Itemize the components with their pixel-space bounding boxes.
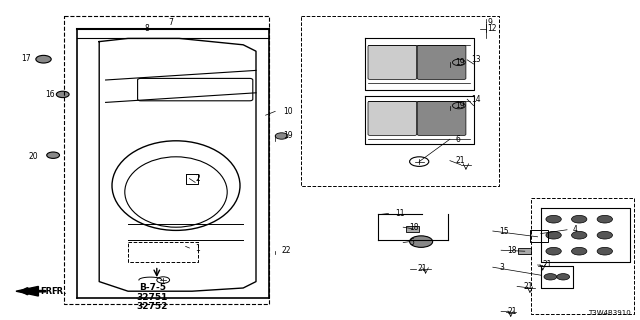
Text: 21: 21 [508,307,517,316]
Text: 5: 5 [410,238,415,247]
Polygon shape [16,286,38,296]
Circle shape [452,102,465,109]
Text: B-7-5: B-7-5 [139,284,166,292]
Text: 9: 9 [488,18,493,27]
Text: 19: 19 [284,131,293,140]
Text: 1: 1 [195,244,200,252]
Circle shape [597,247,612,255]
Text: 8: 8 [145,24,149,33]
Text: T3W4B3910: T3W4B3910 [588,310,630,316]
Circle shape [56,91,69,98]
Circle shape [546,231,561,239]
Text: 13: 13 [471,55,481,64]
Circle shape [410,236,433,247]
Text: 10: 10 [284,107,293,116]
Circle shape [572,231,587,239]
Text: FR.: FR. [40,287,56,296]
Text: 3: 3 [499,263,504,272]
Text: 21: 21 [524,282,533,291]
FancyBboxPatch shape [368,45,417,79]
Text: 18: 18 [508,246,517,255]
Circle shape [47,152,60,158]
Text: 21: 21 [456,156,465,165]
Text: 6: 6 [456,135,461,144]
Text: 4: 4 [573,225,578,234]
Circle shape [572,215,587,223]
Text: 21: 21 [543,260,552,269]
FancyBboxPatch shape [417,101,466,135]
Text: 15: 15 [499,227,509,236]
FancyBboxPatch shape [518,248,531,254]
Text: 20: 20 [29,152,38,161]
Text: 16: 16 [45,90,54,99]
Circle shape [597,215,612,223]
Text: 22: 22 [282,246,291,255]
Text: FR.: FR. [51,287,67,296]
Text: 7: 7 [168,18,173,27]
Text: 18: 18 [410,223,419,232]
Text: 32751: 32751 [136,293,168,302]
Text: 11: 11 [396,209,405,218]
Circle shape [36,55,51,63]
Circle shape [275,133,288,139]
Circle shape [597,231,612,239]
Text: 19: 19 [456,58,465,67]
Circle shape [546,247,561,255]
Circle shape [557,274,570,280]
Text: 21: 21 [417,264,427,273]
Circle shape [452,59,465,66]
Text: 17: 17 [21,54,31,63]
Text: 12: 12 [488,24,497,33]
Text: 2: 2 [195,174,200,183]
Circle shape [546,215,561,223]
Circle shape [544,274,557,280]
Text: 19: 19 [456,101,465,110]
FancyBboxPatch shape [368,101,417,135]
Circle shape [572,247,587,255]
FancyBboxPatch shape [417,45,466,79]
Text: 14: 14 [471,95,481,104]
FancyBboxPatch shape [406,226,419,232]
Text: 32752: 32752 [136,302,168,311]
